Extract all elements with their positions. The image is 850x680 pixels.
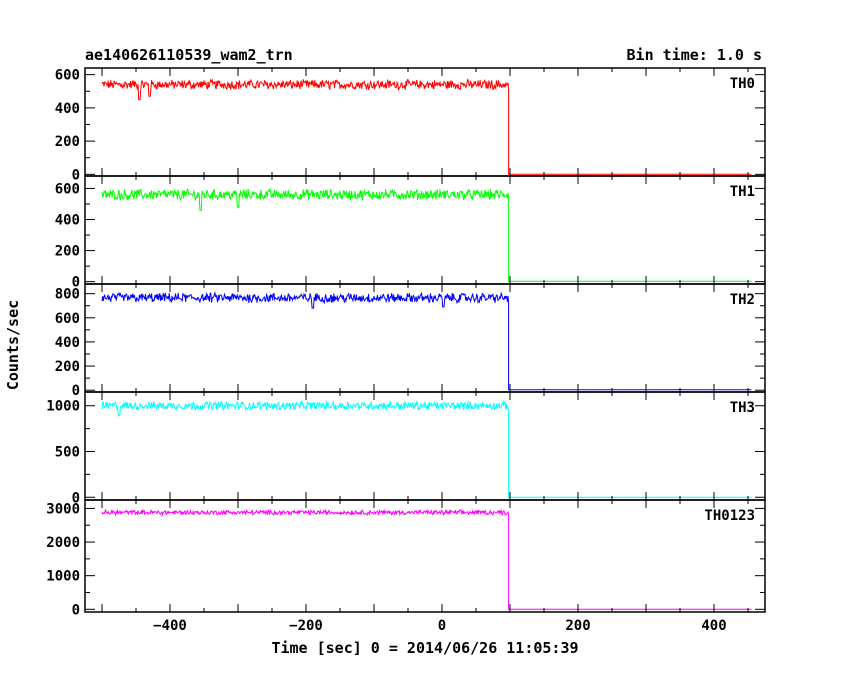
x-axis-label: Time [sec] 0 = 2014/06/26 11:05:39 xyxy=(271,639,578,657)
panel-th2: 0 200 400 600 800 TH2 xyxy=(55,283,766,399)
y-tick-label: 400 xyxy=(55,101,80,117)
panel-th1: 0 200 400 600 TH1 xyxy=(55,175,766,291)
panel-group: 0 200 400 600 TH0 0 200 400 600 TH1 0 200 400 600 800 T… xyxy=(46,67,766,618)
series-line-th2 xyxy=(101,290,752,391)
panel-frame xyxy=(84,283,766,393)
panel-label-th0123: TH0123 xyxy=(704,508,755,524)
y-tick-label: 600 xyxy=(55,311,80,327)
series-line-th1 xyxy=(101,187,752,282)
bin-time-label: Bin time: 1.0 s xyxy=(627,46,762,64)
y-tick-label: 400 xyxy=(55,213,80,229)
x-tick-label: 400 xyxy=(701,618,726,634)
y-tick-label: 400 xyxy=(55,335,80,351)
x-tick-label: −400 xyxy=(153,618,187,634)
series-line-th3 xyxy=(101,399,752,498)
panel-label-th3: TH3 xyxy=(730,400,755,416)
x-tick-label: 200 xyxy=(565,618,590,634)
y-tick-label: 600 xyxy=(55,181,80,197)
x-axis: −400 −200 0 200 400 xyxy=(153,618,727,634)
y-tick-label: 3000 xyxy=(46,501,80,517)
panel-th0123: 0 1000 2000 3000 TH0123 xyxy=(46,499,766,618)
y-axis-label: Counts/sec xyxy=(4,300,22,390)
panel-frame xyxy=(84,499,766,613)
panel-label-th0: TH0 xyxy=(730,76,755,92)
y-tick-label: 200 xyxy=(55,134,80,150)
y-tick-label: 0 xyxy=(72,167,80,183)
y-tick-label: 1000 xyxy=(46,569,80,585)
x-tick-label: 0 xyxy=(438,618,446,634)
y-tick-label: 500 xyxy=(55,444,80,460)
y-tick-label: 1000 xyxy=(46,399,80,415)
chart-title: ae140626110539_wam2_trn xyxy=(85,46,293,64)
series-line-th0123 xyxy=(101,508,752,610)
y-tick-label: 600 xyxy=(55,68,80,84)
y-tick-label: 200 xyxy=(55,244,80,260)
y-tick-label: 0 xyxy=(72,275,80,291)
y-tick-label: 2000 xyxy=(46,535,80,551)
y-tick-label: 800 xyxy=(55,287,80,303)
panel-frame xyxy=(84,391,766,501)
series-line-th0 xyxy=(101,78,752,175)
y-tick-label: 0 xyxy=(72,490,80,506)
x-tick-label: −200 xyxy=(289,618,323,634)
panel-th3: 0 500 1000 TH3 xyxy=(46,391,766,506)
y-tick-label: 0 xyxy=(72,602,80,618)
y-tick-label: 200 xyxy=(55,359,80,375)
panel-label-th2: TH2 xyxy=(730,292,755,308)
panel-th0: 0 200 400 600 TH0 xyxy=(55,67,766,183)
panel-label-th1: TH1 xyxy=(730,184,755,200)
y-tick-label: 0 xyxy=(72,383,80,399)
